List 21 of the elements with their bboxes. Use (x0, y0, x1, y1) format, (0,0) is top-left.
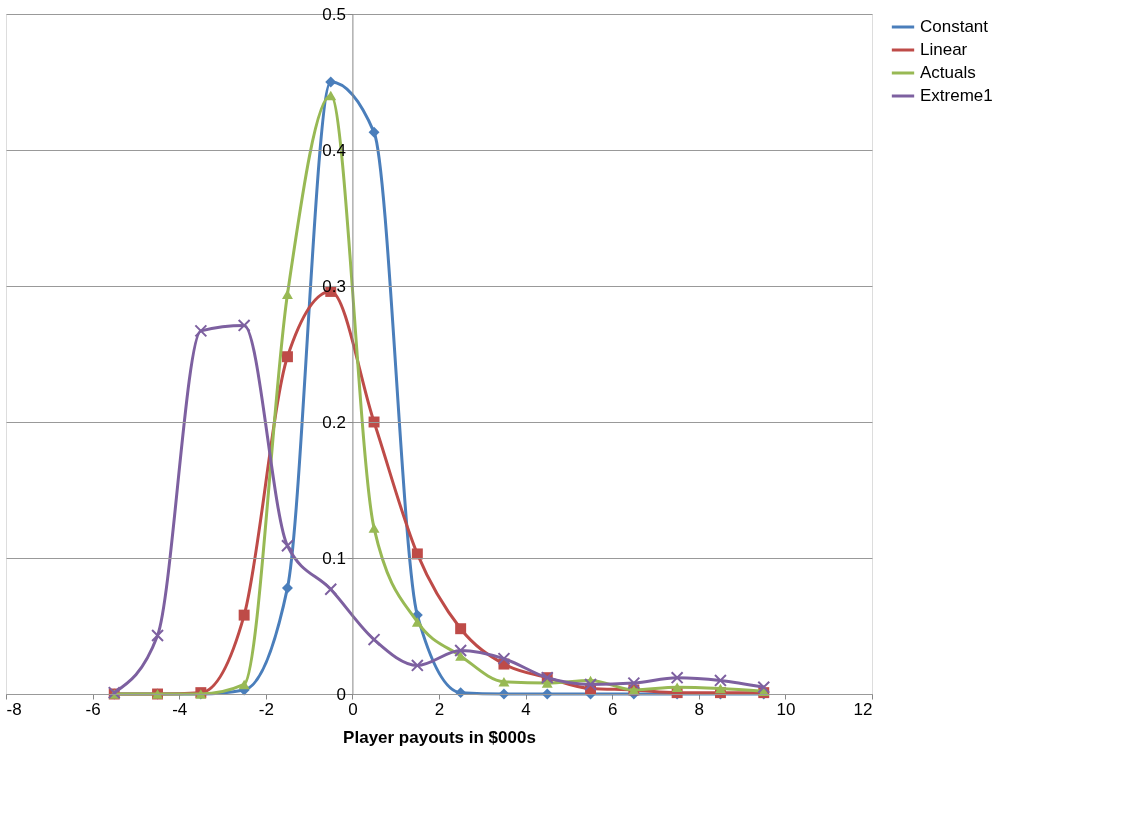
x-tick-label: 10 (776, 699, 796, 719)
x-axis-title: Player payouts in $000s (343, 727, 536, 747)
x-tick-label: -6 (85, 699, 101, 719)
legend-label: Linear (920, 40, 968, 59)
x-tick-label: 8 (694, 699, 705, 719)
y-tick-label: 0.4 (322, 140, 346, 160)
x-tick-label: -8 (6, 699, 22, 719)
x-tick-label: 2 (434, 699, 445, 719)
y-tick-label: 0.1 (322, 548, 346, 568)
y-tick-label: 0.2 (322, 412, 346, 432)
y-tick-label: 0 (336, 684, 346, 704)
x-tick-label: 6 (607, 699, 618, 719)
legend-label: Constant (920, 17, 989, 36)
x-tick-label: 12 (853, 699, 873, 719)
x-tick-label: 4 (521, 699, 531, 719)
legend-label: Extreme1 (920, 86, 993, 105)
legend-label: Actuals (920, 63, 976, 82)
y-tick-label: 0.3 (322, 276, 346, 296)
y-tick-label: 0.5 (322, 4, 346, 24)
x-tick-label: -4 (172, 699, 188, 719)
x-tick-label: -2 (258, 699, 274, 719)
